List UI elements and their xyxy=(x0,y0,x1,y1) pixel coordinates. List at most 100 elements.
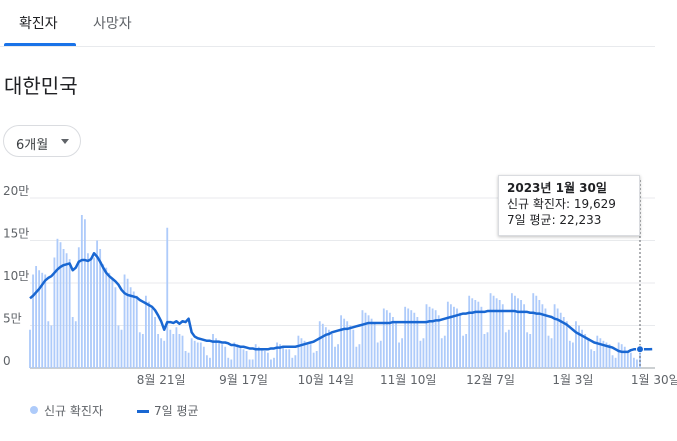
case-bar xyxy=(495,298,498,368)
case-bar xyxy=(425,304,428,368)
period-dropdown-label: 6개월 xyxy=(16,138,49,153)
case-bar xyxy=(62,249,65,368)
case-bar xyxy=(437,315,440,368)
case-bar xyxy=(407,308,410,368)
case-bar xyxy=(382,308,385,368)
case-bar xyxy=(639,351,641,368)
case-bar xyxy=(44,274,47,368)
case-bar xyxy=(300,338,303,368)
case-bar xyxy=(248,359,251,368)
case-bar xyxy=(187,352,190,368)
case-bar xyxy=(392,317,394,368)
case-bar xyxy=(218,342,221,368)
case-bar xyxy=(578,325,580,368)
y-tick-label: 5만 xyxy=(3,312,22,326)
case-bar xyxy=(102,264,105,368)
case-bar xyxy=(370,318,373,368)
case-bar xyxy=(562,317,565,368)
case-bar xyxy=(559,312,562,368)
case-bar xyxy=(401,338,404,368)
case-bar xyxy=(352,329,355,368)
x-tick-label: 8월 21일 xyxy=(137,373,186,387)
tab-cases[interactable]: 확진자 xyxy=(19,16,58,32)
period-dropdown[interactable]: 6개월 xyxy=(3,125,81,157)
active-tab-indicator xyxy=(4,43,76,46)
case-bar xyxy=(263,351,266,368)
case-bar xyxy=(398,342,400,368)
tooltip-average: 7일 평균: 22,233 xyxy=(507,213,602,227)
case-bar xyxy=(492,295,495,368)
case-bar xyxy=(196,342,199,368)
case-bar xyxy=(544,308,547,368)
case-bar xyxy=(257,346,260,368)
case-bar xyxy=(99,249,102,368)
case-bar xyxy=(90,257,92,368)
case-bar xyxy=(230,359,233,368)
case-bar xyxy=(47,321,50,368)
tooltip-new-cases: 신규 확진자: 19,629 xyxy=(507,197,616,211)
case-bar xyxy=(343,318,346,368)
case-bar xyxy=(413,312,416,368)
case-bar xyxy=(53,257,56,368)
y-tick-label: 10만 xyxy=(3,269,29,283)
case-bar xyxy=(93,257,95,368)
case-bar xyxy=(303,340,306,368)
case-bar xyxy=(260,349,263,368)
case-bar xyxy=(321,323,324,368)
case-bar xyxy=(404,306,407,368)
case-bar xyxy=(270,359,272,368)
case-bar xyxy=(38,270,41,368)
case-bar xyxy=(471,298,474,368)
case-bar xyxy=(68,259,71,368)
case-bar xyxy=(239,346,242,368)
case-bar xyxy=(550,338,553,368)
case-bar xyxy=(349,325,352,368)
case-bar xyxy=(251,359,254,368)
case-bar xyxy=(373,323,376,368)
y-tick-label: 0 xyxy=(3,354,11,368)
case-bar xyxy=(596,335,599,368)
case-bar xyxy=(520,300,522,368)
case-bar xyxy=(297,335,300,368)
case-bar xyxy=(233,342,236,368)
case-bar xyxy=(376,342,379,368)
case-bar xyxy=(80,215,83,368)
x-tick-label: 12월 7일 xyxy=(466,373,515,387)
case-bar xyxy=(498,300,501,368)
case-bar xyxy=(324,327,327,368)
case-bar xyxy=(184,351,187,368)
case-bar xyxy=(587,338,590,368)
case-bar xyxy=(205,355,208,368)
legend-average: 7일 평균 xyxy=(154,404,199,418)
case-bar xyxy=(32,274,34,368)
x-tick-label: 10월 14일 xyxy=(298,373,354,387)
x-tick-label: 9월 17일 xyxy=(219,373,268,387)
tab-deaths[interactable]: 사망자 xyxy=(93,16,132,32)
case-bar xyxy=(138,332,141,368)
case-bar xyxy=(379,340,382,368)
case-bar xyxy=(166,227,169,368)
case-bar xyxy=(614,357,617,368)
case-bar xyxy=(254,344,257,368)
case-bar xyxy=(126,278,129,368)
case-bar xyxy=(337,344,339,368)
legend-line-swatch xyxy=(137,410,149,413)
case-bar xyxy=(605,342,608,368)
case-bar xyxy=(190,338,193,368)
case-bar xyxy=(419,340,422,368)
case-bar xyxy=(504,332,507,368)
case-bar xyxy=(221,344,224,368)
case-bar xyxy=(477,301,480,368)
case-bar xyxy=(172,334,175,368)
case-bar xyxy=(327,329,330,368)
case-bar xyxy=(428,306,431,368)
case-bar xyxy=(632,357,635,368)
case-bar xyxy=(434,310,437,368)
case-bar xyxy=(71,317,74,368)
caret-down-icon xyxy=(61,139,69,144)
case-bar xyxy=(446,301,449,368)
case-bar xyxy=(449,304,452,368)
case-bar xyxy=(154,317,156,368)
case-bar xyxy=(355,346,358,368)
legend-new-cases: 신규 확진자 xyxy=(44,404,104,418)
